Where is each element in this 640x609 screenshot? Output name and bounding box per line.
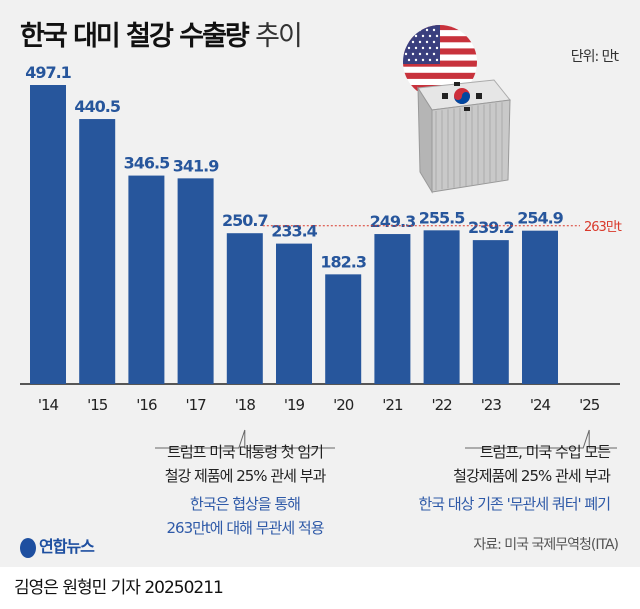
flag-star — [418, 28, 422, 32]
title-light: 추이 — [255, 21, 303, 52]
bar-20 — [325, 274, 362, 384]
data-label: 440.5 — [74, 97, 120, 116]
bar-17 — [177, 178, 214, 384]
source-note: 자료: 미국 국제무역청(ITA) — [473, 537, 619, 553]
reference-line-label: 263만t — [584, 220, 622, 235]
data-label: 250.7 — [222, 211, 268, 230]
flag-star — [425, 28, 429, 32]
bar-24 — [522, 230, 558, 384]
annotation-2018: 트럼프 미국 대통령 첫 임기 철강 제품에 25% 관세 부과 한국은 협상을… — [150, 440, 340, 540]
flag-star — [421, 58, 425, 62]
flag-star — [404, 28, 408, 32]
flag-star — [407, 46, 411, 50]
x-tick-label: '14 — [38, 396, 59, 414]
flag-star — [421, 46, 425, 50]
flag-container-illustration — [403, 25, 511, 194]
flag-star — [425, 40, 429, 44]
bar-18 — [226, 233, 263, 384]
flag-star — [407, 58, 411, 62]
x-tick-label: '18 — [235, 396, 256, 414]
x-tick-label: '19 — [284, 396, 305, 414]
data-label: 239.2 — [468, 218, 514, 237]
yonhap-logo: 연합뉴스 — [20, 533, 95, 558]
data-label: 249.3 — [370, 212, 416, 231]
x-tick-label: '22 — [431, 396, 452, 414]
annotation-connector — [465, 429, 617, 449]
korea-flag-icon — [442, 82, 482, 111]
flag-star — [414, 34, 418, 38]
flag-star — [435, 34, 439, 38]
annotation-2025: 트럼프, 미국 수입 모든 철강제품에 25% 관세 부과 한국 대상 기존 '… — [419, 440, 611, 516]
data-label: 233.4 — [271, 222, 317, 241]
annotation-text: 철강제품에 25% 관세 부과 — [453, 467, 611, 485]
x-tick-label: '23 — [481, 396, 502, 414]
byline: 김영은 원형민 기자 20250211 — [14, 578, 224, 598]
infographic: 한국 대미 철강 수출량 추이 단위: 만t 497.1 '14 440.5 '15 3… — [0, 0, 640, 567]
flag-star — [432, 40, 436, 44]
annotation-text: 철강 제품에 25% 관세 부과 — [164, 467, 327, 485]
bar-23 — [472, 240, 509, 384]
data-label: 255.5 — [419, 208, 465, 227]
bar-19 — [276, 243, 312, 384]
flag-star — [414, 58, 418, 62]
x-tick-label: '21 — [382, 396, 403, 414]
flag-star — [421, 34, 425, 38]
x-tick-label: '16 — [136, 396, 157, 414]
flag-star — [414, 46, 418, 50]
flag-star — [418, 40, 422, 44]
logo-text: 연합뉴스 — [39, 537, 95, 556]
flag-star — [411, 52, 415, 56]
unit-label: 단위: 만t — [570, 49, 619, 65]
flag-star — [428, 46, 432, 50]
x-tick-label: '17 — [185, 396, 206, 414]
data-label: 254.9 — [517, 209, 563, 228]
x-tick-label: '24 — [530, 396, 551, 414]
flag-star — [404, 40, 408, 44]
data-label: 182.3 — [320, 252, 366, 271]
flag-star — [407, 34, 411, 38]
bar-chart: 497.1 '14 440.5 '15 346.5 '16 341.9 '17 250.7 '18… — [20, 25, 623, 449]
flag-star — [404, 52, 408, 56]
annotation-highlight: 한국 대상 기존 '무관세 쿼터' 폐기 — [418, 495, 611, 513]
flag-stripe — [403, 72, 477, 79]
bar-16 — [128, 175, 165, 384]
x-tick-label: '20 — [333, 396, 354, 414]
bar-15 — [79, 119, 116, 385]
chart-title: 한국 대미 철강 수출량 추이 — [20, 14, 303, 53]
annotation-text: 트럼프, 미국 수입 모든 — [479, 443, 611, 461]
bar-22 — [423, 230, 460, 384]
title-bold: 한국 대미 철강 수출량 — [20, 21, 250, 52]
data-label: 497.1 — [25, 63, 71, 82]
logo-icon — [20, 537, 36, 558]
annotation-connector — [155, 429, 335, 449]
annotation-text: 트럼프 미국 대통령 첫 임기 — [167, 443, 324, 461]
bar-21 — [374, 234, 411, 384]
flag-star — [435, 58, 439, 62]
data-label: 346.5 — [124, 154, 170, 173]
flag-star — [411, 28, 415, 32]
flag-star — [418, 52, 422, 56]
flag-star — [432, 28, 436, 32]
annotation-highlight: 263만t에 대해 무관세 적용 — [166, 519, 324, 537]
flag-star — [428, 58, 432, 62]
x-tick-label: '15 — [87, 396, 108, 414]
bar-14 — [30, 85, 66, 384]
flag-star — [435, 46, 439, 50]
flag-star — [428, 34, 432, 38]
x-tick-label: '25 — [579, 396, 600, 414]
data-label: 341.9 — [173, 156, 219, 175]
flag-star — [425, 52, 429, 56]
flag-star — [411, 40, 415, 44]
annotation-highlight: 한국은 협상을 통해 — [190, 495, 301, 513]
flag-star — [432, 52, 436, 56]
